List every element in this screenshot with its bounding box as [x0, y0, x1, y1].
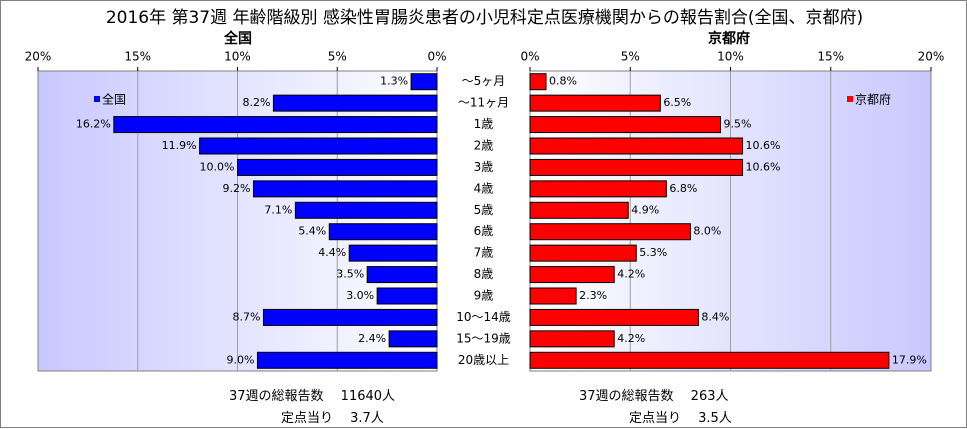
kyoto-bar [529, 308, 699, 326]
national-bar [376, 287, 438, 305]
national-tick-label: 5% [328, 50, 347, 64]
national-legend-label: 全国 [102, 92, 126, 107]
national-data-label: 3.0% [346, 289, 374, 302]
kyoto-legend-label: 京都府 [855, 92, 891, 107]
kyoto-tick-label: 0% [520, 50, 539, 64]
kyoto-data-label: 4.9% [631, 203, 659, 216]
chart-title: 2016年 第37週 年齢階級別 感染性胃腸炎患者の小児科定点医療機関からの報告… [105, 8, 864, 28]
national-data-label: 3.5% [336, 268, 364, 281]
category-label: 〜11ヶ月 [458, 96, 509, 110]
category-label: 4歳 [474, 181, 494, 195]
national-per-point: 定点当り 3.7人 [281, 411, 384, 426]
kyoto-bar [529, 351, 890, 369]
national-bar [262, 308, 438, 326]
national-data-label: 1.3% [380, 75, 408, 88]
kyoto-panel-title: 京都府 [708, 31, 750, 47]
kyoto-data-label: 0.8% [549, 75, 577, 88]
national-bar [294, 201, 438, 219]
category-label: 10〜14歳 [456, 310, 511, 324]
national-data-label: 8.2% [242, 96, 270, 109]
kyoto-tick-label: 10% [717, 50, 744, 64]
kyoto-bar [529, 158, 744, 176]
kyoto-bar [529, 116, 721, 134]
kyoto-tick-label: 5% [621, 50, 640, 64]
category-label: 9歳 [474, 289, 494, 303]
category-label: 5歳 [474, 203, 494, 217]
kyoto-tick-label: 20% [918, 50, 945, 64]
kyoto-data-label: 9.5% [723, 118, 751, 131]
national-data-label: 5.4% [298, 225, 326, 238]
national-data-label: 10.0% [200, 160, 235, 173]
national-bar [388, 330, 438, 348]
category-label: 8歳 [474, 267, 494, 281]
category-label: 15〜19歳 [456, 331, 511, 345]
national-bar [252, 180, 438, 198]
national-tick-label: 0% [427, 50, 446, 64]
kyoto-bar [529, 330, 615, 348]
kyoto-data-label: 10.6% [746, 160, 781, 173]
national-data-label: 2.4% [358, 332, 386, 345]
national-tick-label: 20% [25, 50, 52, 64]
kyoto-data-label: 8.0% [693, 225, 721, 238]
kyoto-bar [529, 201, 629, 219]
category-label: 6歳 [474, 224, 494, 238]
national-data-label: 9.2% [223, 182, 251, 195]
category-label: 2歳 [474, 139, 494, 153]
kyoto-per-point: 定点当り 3.5人 [629, 411, 732, 426]
category-label: 3歳 [474, 160, 494, 174]
national-bar [410, 73, 438, 91]
kyoto-data-label: 8.4% [701, 310, 729, 323]
kyoto-data-label: 2.3% [579, 289, 607, 302]
kyoto-bar [529, 287, 577, 305]
national-bar [113, 116, 438, 134]
category-label: 1歳 [474, 117, 494, 131]
kyoto-data-label: 5.3% [639, 246, 667, 259]
national-data-label: 8.7% [232, 310, 260, 323]
national-data-label: 11.9% [162, 139, 197, 152]
national-data-label: 7.1% [264, 203, 292, 216]
national-bar [256, 351, 438, 369]
kyoto-data-label: 6.8% [669, 182, 697, 195]
national-data-label: 4.4% [318, 246, 346, 259]
national-total-reports: 37週の総報告数 11640人 [229, 389, 396, 404]
national-panel-title: 全国 [224, 31, 252, 47]
kyoto-bar [529, 94, 661, 112]
national-tick-label: 10% [224, 50, 251, 64]
kyoto-bar [529, 223, 691, 241]
national-data-label: 9.0% [226, 353, 254, 366]
national-tick-label: 15% [124, 50, 151, 64]
national-legend-swatch [94, 96, 100, 102]
national-bar [272, 94, 438, 112]
kyoto-legend-swatch [847, 96, 853, 102]
kyoto-tick-label: 15% [817, 50, 844, 64]
national-bar [328, 223, 438, 241]
kyoto-data-label: 4.2% [617, 268, 645, 281]
kyoto-data-label: 6.5% [663, 96, 691, 109]
kyoto-total-reports: 37週の総報告数 263人 [579, 389, 729, 404]
national-data-label: 16.2% [76, 118, 111, 131]
kyoto-bar [529, 73, 547, 91]
kyoto-bar [529, 137, 744, 155]
category-label: 〜5ヶ月 [462, 74, 506, 88]
category-label: 7歳 [474, 246, 494, 260]
kyoto-data-label: 10.6% [746, 139, 781, 152]
national-bar [366, 266, 438, 284]
kyoto-bar [529, 266, 615, 284]
national-bar [237, 158, 438, 176]
kyoto-bar [529, 180, 667, 198]
kyoto-data-label: 17.9% [892, 353, 927, 366]
kyoto-bar [529, 244, 637, 262]
category-label: 20歳以上 [458, 353, 509, 367]
national-bar [199, 137, 438, 155]
kyoto-data-label: 4.2% [617, 332, 645, 345]
national-bar [348, 244, 438, 262]
